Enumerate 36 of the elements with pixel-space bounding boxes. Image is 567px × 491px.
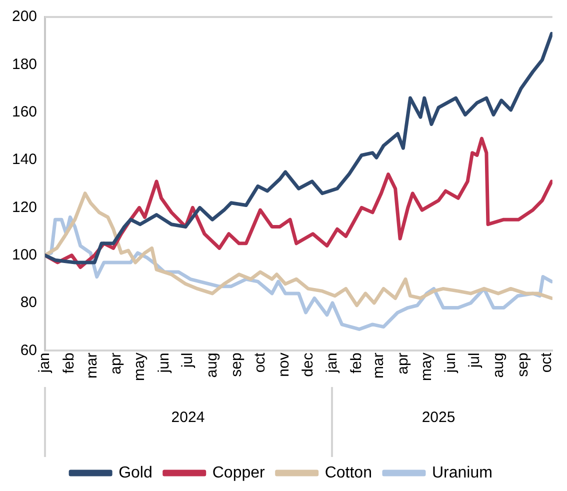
- x-tick-label: dec: [299, 352, 316, 377]
- x-tick-label: sep: [514, 352, 532, 377]
- y-tick-label: 160: [12, 103, 38, 120]
- x-tick-label: mar: [83, 352, 100, 379]
- y-tick-label: 100: [12, 246, 38, 264]
- legend-label: Uranium: [432, 464, 492, 482]
- x-tick-label: jul: [179, 352, 196, 369]
- legend-label: Cotton: [324, 464, 372, 482]
- legend-label: Gold: [118, 464, 152, 482]
- x-tick-label: may: [131, 352, 148, 382]
- x-tick-label: mar: [370, 352, 387, 379]
- x-tick-label: jun: [442, 352, 460, 374]
- y-tick-label: 80: [20, 294, 38, 312]
- y-tick-label: 180: [12, 56, 38, 73]
- x-tick-label: may: [418, 352, 435, 382]
- y-tick-label: 200: [12, 8, 38, 26]
- x-tick-label: jan: [36, 352, 54, 374]
- x-tick-label: aug: [490, 352, 508, 378]
- x-tick-label: nov: [276, 352, 293, 377]
- x-tick-label: feb: [348, 352, 365, 374]
- x-tick-label: feb: [60, 352, 78, 374]
- x-tick-label: jan: [324, 352, 341, 374]
- y-tick-label: 140: [12, 151, 38, 168]
- x2-tick-label: 2024: [171, 409, 205, 426]
- y-tick-label: 60: [20, 342, 38, 359]
- x-tick-label: apr: [108, 352, 125, 374]
- x-tick-label: apr: [394, 352, 412, 374]
- x-tick-label: jul: [466, 352, 483, 369]
- x-tick-label: oct: [251, 352, 268, 373]
- x-tick-label: aug: [203, 352, 220, 378]
- x-tick-label: jun: [156, 352, 173, 374]
- legend-label: Copper: [212, 464, 266, 482]
- x-tick-label: sep: [228, 352, 245, 377]
- y-tick-label: 120: [12, 198, 38, 216]
- x-tick-label: oct: [538, 352, 556, 373]
- x2-tick-label: 2025: [422, 409, 456, 426]
